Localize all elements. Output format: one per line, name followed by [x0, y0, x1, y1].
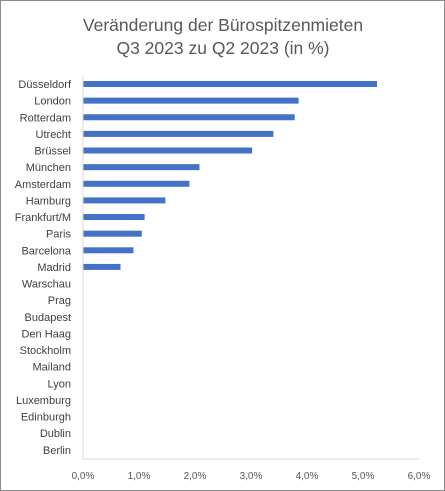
category-label: Mailand — [32, 362, 71, 374]
bar — [83, 97, 299, 104]
bar — [83, 147, 253, 154]
category-label: Warschau — [22, 279, 71, 291]
category-label: Amsterdam — [15, 179, 71, 191]
x-tick-label: 6,0% — [408, 471, 431, 482]
category-label: London — [34, 96, 71, 108]
category-label: Rotterdam — [20, 112, 71, 124]
bar — [83, 130, 274, 137]
axes — [82, 75, 419, 460]
category-label: Utrecht — [36, 129, 71, 141]
chart-title: Veränderung der Bürospitzenmieten — [83, 15, 363, 35]
category-label: Dublin — [40, 428, 71, 440]
bar — [83, 197, 166, 204]
category-label: München — [26, 162, 71, 174]
category-label: Den Haag — [21, 328, 71, 340]
category-label: Frankfurt/M — [15, 212, 71, 224]
chart-subtitle: Q3 2023 zu Q2 2023 (in %) — [116, 38, 329, 58]
category-label: Budapest — [25, 312, 71, 324]
category-label: Madrid — [37, 262, 71, 274]
category-label: Barcelona — [21, 245, 71, 257]
x-tick-label: 5,0% — [352, 471, 375, 482]
x-tick-label: 4,0% — [296, 471, 319, 482]
category-labels: Düsseldorf London Rotterdam Utrecht Brüssel M… — [15, 79, 72, 457]
x-tick-label: 0,0% — [72, 471, 95, 482]
category-label: Luxemburg — [16, 395, 71, 407]
x-tick-label: 2,0% — [184, 471, 207, 482]
bar — [83, 164, 200, 171]
category-label: Brüssel — [34, 146, 71, 158]
bars — [83, 81, 377, 270]
category-label: Lyon — [48, 378, 71, 390]
x-tick-labels: 0,0% 1,0% 2,0% 3,0% 4,0% 5,0% 6,0% — [72, 471, 431, 482]
bar — [83, 114, 295, 121]
category-label: Edinburgh — [21, 412, 71, 424]
category-label: Prag — [48, 295, 71, 307]
category-label: Hamburg — [26, 195, 71, 207]
category-label: Stockholm — [20, 345, 71, 357]
category-label: Düsseldorf — [18, 79, 72, 91]
bar — [83, 214, 145, 221]
category-label: Berlin — [43, 445, 71, 457]
category-label: Paris — [46, 229, 72, 241]
bar — [83, 81, 377, 87]
bar — [83, 230, 142, 237]
bar — [83, 263, 121, 270]
bar — [83, 247, 134, 254]
x-tick-label: 1,0% — [128, 471, 151, 482]
bar — [83, 180, 190, 187]
x-tick-label: 3,0% — [240, 471, 263, 482]
